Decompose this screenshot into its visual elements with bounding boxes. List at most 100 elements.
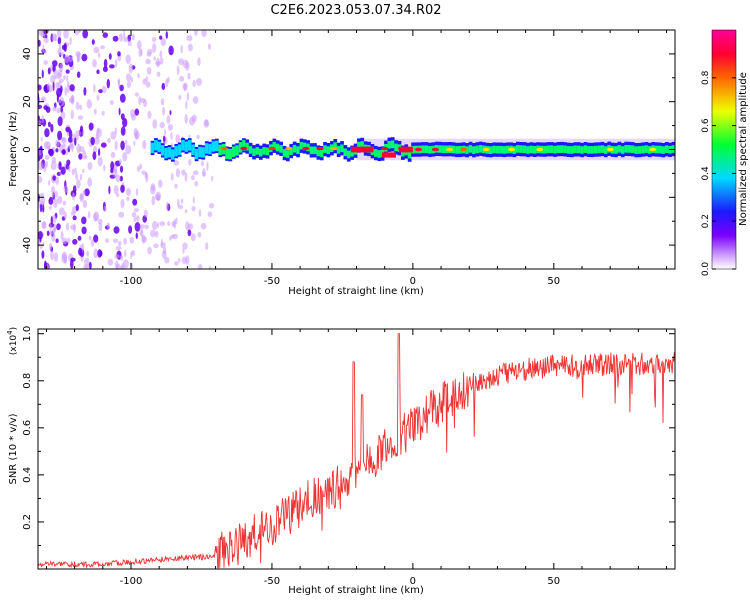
spectrogram-noise-blob (43, 162, 47, 173)
colorbar-ticks: 0.0 0.2 0.4 0.6 0.8 (701, 70, 736, 276)
spectrogram-noise-blob (61, 137, 66, 142)
spectrogram-noise-blob (164, 129, 167, 136)
spectrogram-carrier-core (644, 145, 649, 153)
spectrogram-noise-blob (56, 107, 61, 114)
spectrogram-hotspot (431, 147, 439, 152)
spectrogram-noise-blob (97, 52, 101, 58)
spectrogram-carrier-core (624, 145, 628, 153)
spectrogram-noise-blob (159, 121, 165, 129)
spectrogram-noise-blob (46, 230, 50, 237)
spectrogram-noise-blob (189, 116, 195, 126)
spectrogram-noise-blob (115, 174, 121, 183)
spectrogram-carrier-core (252, 148, 256, 157)
spectrogram-noise-blob (55, 139, 60, 148)
spectrogram-noise-blob (177, 198, 180, 208)
spectrogram-noise-blob (50, 123, 54, 133)
spectrogram-noise-blob (77, 235, 82, 241)
spectrogram-noise-blob (84, 188, 90, 197)
spectrogram-noise-blob (82, 168, 85, 174)
spectrogram-carrier-core (299, 141, 304, 150)
spectrogram-noise-blob (182, 82, 188, 91)
spectrogram-noise-blob (131, 113, 136, 121)
spectrogram-noise-blob (41, 114, 44, 124)
spectrogram-noise-blob (133, 140, 136, 146)
colorbar-tick-label: 0.0 (701, 262, 711, 277)
spectrogram-noise-blob (97, 218, 103, 225)
spectrogram-noise-blob (114, 254, 120, 259)
spectrogram-noise-blob (182, 59, 189, 69)
spectrogram-carrier-core (316, 148, 321, 157)
colorbar: 0.0 0.2 0.4 0.6 0.8 Normalized spectral ampl… (701, 29, 749, 276)
spectrogram-noise-blob (70, 109, 74, 120)
x-tick-label: 0 (410, 576, 416, 587)
spectrogram-noise-blob (160, 238, 163, 247)
spectrogram-noise-blob (194, 180, 199, 187)
spectrogram-noise-blob (75, 51, 81, 57)
spectrogram-noise-blob (175, 134, 181, 144)
spectrogram-noise-blob (145, 81, 151, 88)
spectrogram-noise-blob (206, 161, 209, 171)
snr-panel: -100 -50 0 50 0.2 0.4 0.6 0.8 1.0 Height of stra… (6, 326, 676, 596)
spectrogram-carrier-core (390, 140, 395, 149)
spectrogram-noise-blob (47, 67, 51, 75)
spectrogram-hotspot (220, 146, 228, 151)
spectrogram-noise-blob (120, 184, 125, 193)
spectrogram-noise-blob (134, 222, 141, 232)
spectrogram-noise-blob (176, 65, 180, 75)
spectrogram-noise-blob (40, 195, 46, 205)
spectrogram-noise-blob (79, 193, 84, 200)
spectrogram-carrier-core (641, 145, 645, 154)
spectrogram-noise-blob (141, 234, 146, 244)
spectrogram-noise-blob (125, 139, 128, 146)
spectrogram-noise-blob (68, 129, 73, 139)
spectrogram-noise-blob (197, 264, 203, 269)
spectrogram-noise-blob (117, 51, 121, 57)
spectrogram-carrier-core (242, 140, 246, 151)
spectrogram-noise-blob (107, 138, 111, 143)
spectrogram-noise-blob (125, 187, 131, 196)
spectrogram-noise-blob (38, 39, 41, 47)
spectrogram-noise-blob (143, 99, 148, 108)
spectrogram-noise-blob (67, 80, 70, 88)
colorbar-tick-label: 0.2 (701, 214, 711, 228)
spectrogram-carrier-core (218, 144, 223, 156)
spectrogram-noise-blob (72, 192, 75, 201)
spectrogram-noise-blob (44, 154, 50, 160)
spectrogram-noise-blob (60, 166, 66, 175)
spectrogram-noise-blob (158, 179, 163, 188)
spectrogram-noise-blob (118, 158, 122, 165)
spectrogram-noise-blob (42, 44, 45, 53)
spectrogram-noise-blob (205, 242, 209, 251)
spectrogram-carrier-core (357, 141, 361, 150)
spectrogram-noise-blob (165, 201, 169, 211)
spectrogram-noise-blob (197, 57, 201, 67)
spectrogram-carrier-core (184, 141, 189, 152)
spectrogram-noise-blob (78, 247, 83, 256)
spectrogram-carrier-core (265, 147, 270, 156)
spectrogram-noise-blob (88, 122, 94, 131)
spectrogram-noise-blob (81, 226, 87, 235)
spectrogram-noise-blob (54, 190, 58, 198)
spectrogram-carrier-core (522, 145, 527, 154)
spectrogram-noise-blob (150, 229, 156, 238)
spectrogram-noise-blob (182, 248, 185, 254)
spectrogram-carrier-core (600, 145, 605, 153)
spectrogram-noise-blob (192, 196, 195, 204)
spectrogram-noise-blob (57, 116, 63, 127)
spectrogram-noise-blob (38, 104, 42, 109)
spectrogram-noise-blob (142, 139, 147, 150)
spectrogram-noise-blob (70, 95, 75, 105)
spectrogram-carrier-core (421, 145, 425, 153)
spectrogram-noise-blob (152, 220, 158, 230)
spectrogram-noise-blob (165, 31, 168, 39)
spectrogram-carrier-core (181, 140, 185, 151)
spectrogram-noise-blob (63, 30, 69, 39)
spectrogram-carrier-core (499, 145, 503, 154)
spectrogram-noise-blob (48, 148, 54, 156)
spectrogram-noise-blob (100, 142, 107, 148)
x-tick-label: -50 (264, 576, 280, 587)
spectrogram-noise-blob (153, 56, 156, 61)
spectrogram-noise-blob (134, 108, 140, 116)
spectrogram-noise-blob (135, 232, 138, 239)
spectrogram-noise-blob (93, 108, 97, 115)
